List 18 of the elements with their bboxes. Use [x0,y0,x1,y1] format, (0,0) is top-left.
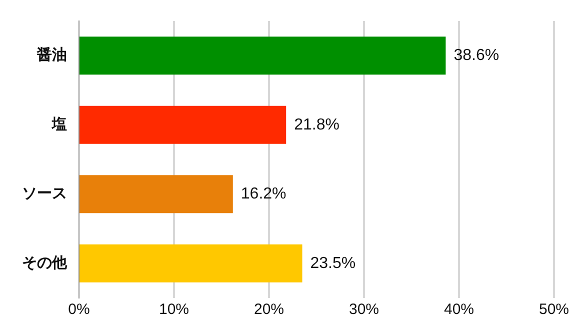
data-label: 23.5% [310,254,356,272]
x-tick-label: 40% [444,301,474,318]
y-tick-label: その他 [22,253,68,272]
x-tick-label: 50% [538,301,570,318]
x-tick-label: 20% [254,301,284,318]
data-label: 16.2% [240,186,286,203]
bar [80,175,233,214]
x-tick-label: 0% [68,301,90,318]
x-tick-label: 30% [348,301,380,318]
y-tick-label: 醤油 [36,46,67,64]
y-tick-label: ソース [22,184,67,202]
data-label: 21.8% [294,116,340,134]
bar [80,36,446,75]
y-tick-label: 塩 [51,114,67,133]
x-tick-label: 10% [158,301,190,318]
data-label: 38.6% [454,47,500,64]
bar [80,106,286,144]
bar [80,244,302,282]
